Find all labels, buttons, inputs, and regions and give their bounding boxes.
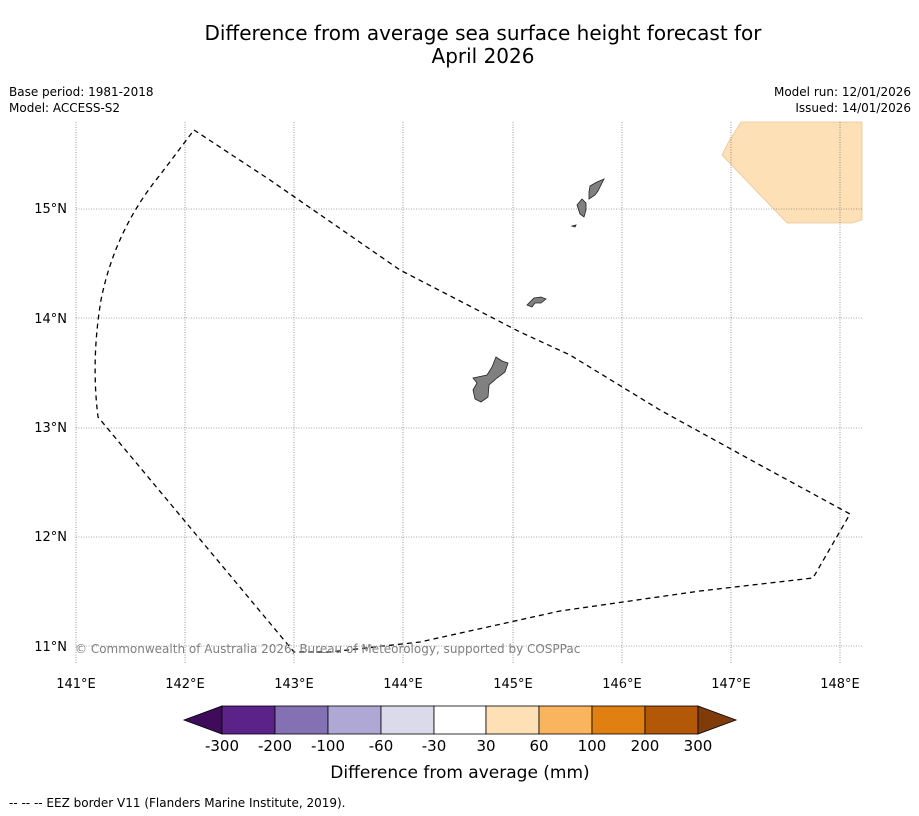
colorbar-bin <box>485 705 540 735</box>
map-title: Difference from average sea surface heig… <box>0 22 919 68</box>
lon-label: 144°E <box>383 677 423 692</box>
colorbar-extend-low <box>182 705 223 735</box>
colorbar-label: Difference from average (mm) <box>330 763 589 783</box>
colorbar-bin <box>274 705 329 735</box>
lat-label: 12°N <box>34 530 67 545</box>
meta-right: Model run: 12/01/2026 Issued: 14/01/2026 <box>774 84 911 116</box>
lat-label: 15°N <box>34 202 67 217</box>
island-guam <box>472 356 509 403</box>
colorbar-tick-label: -300 <box>205 737 239 755</box>
gridlines <box>75 122 862 664</box>
lon-label: 145°E <box>493 677 533 692</box>
anomaly-patch <box>721 121 863 224</box>
lat-labels: 15°N 14°N 13°N 12°N 11°N <box>34 202 67 655</box>
model-text: Model: ACCESS-S2 <box>9 101 121 115</box>
lon-label: 141°E <box>56 677 96 692</box>
base-period-text: Base period: 1981-2018 <box>9 85 154 99</box>
colorbar-tick-label: 30 <box>476 737 495 755</box>
colorbar-bin <box>327 705 382 735</box>
colorbar-bin <box>380 705 435 735</box>
colorbar-bin <box>538 705 593 735</box>
island-rota <box>526 296 547 308</box>
colorbar-tick-label: 200 <box>631 737 660 755</box>
island-tinian <box>576 198 587 218</box>
islands <box>472 178 605 403</box>
colorbar-bin <box>644 705 699 735</box>
colorbar-tick-label: 300 <box>684 737 713 755</box>
island-saipan <box>588 178 605 200</box>
colorbar-extend-high <box>697 705 738 735</box>
eez-legend-text: -- -- -- EEZ border V11 (Flanders Marine… <box>9 796 346 810</box>
lon-label: 142°E <box>165 677 205 692</box>
colorbar-bin <box>221 705 276 735</box>
lon-label: 146°E <box>602 677 642 692</box>
colorbar-bin <box>591 705 646 735</box>
map-area: © Commonwealth of Australia 2026, Bureau… <box>75 121 863 664</box>
lon-labels: 141°E 142°E 143°E 144°E 145°E 146°E 147°… <box>56 677 860 692</box>
island-aguijan <box>570 224 577 228</box>
title-line-2: April 2026 <box>431 44 535 68</box>
colorbar-tick-label: -60 <box>369 737 394 755</box>
colorbar-tick-label: 60 <box>529 737 548 755</box>
lat-label: 14°N <box>34 312 67 327</box>
lon-label: 148°E <box>820 677 860 692</box>
issued-text: Issued: 14/01/2026 <box>795 101 911 115</box>
lon-label: 147°E <box>711 677 751 692</box>
eez-border <box>94 129 851 653</box>
colorbar-tick-label: -200 <box>258 737 292 755</box>
meta-left: Base period: 1981-2018 Model: ACCESS-S2 <box>9 84 154 116</box>
colorbar-tick-label: -100 <box>311 737 345 755</box>
colorbar-ticks: -300 -200 -100 -60 -30 30 60 100 200 300 <box>205 737 712 755</box>
colorbar-bin <box>433 705 487 735</box>
colorbar-tick-label: 100 <box>578 737 607 755</box>
colorbar-tick-label: -30 <box>422 737 447 755</box>
copyright-text: © Commonwealth of Australia 2026, Bureau… <box>75 642 580 656</box>
model-run-text: Model run: 12/01/2026 <box>773 85 911 99</box>
colorbar <box>182 705 738 735</box>
lat-label: 13°N <box>34 421 67 436</box>
lon-label: 143°E <box>274 677 314 692</box>
title-line-1: Difference from average sea surface heig… <box>204 21 762 45</box>
lat-label: 11°N <box>34 640 67 655</box>
